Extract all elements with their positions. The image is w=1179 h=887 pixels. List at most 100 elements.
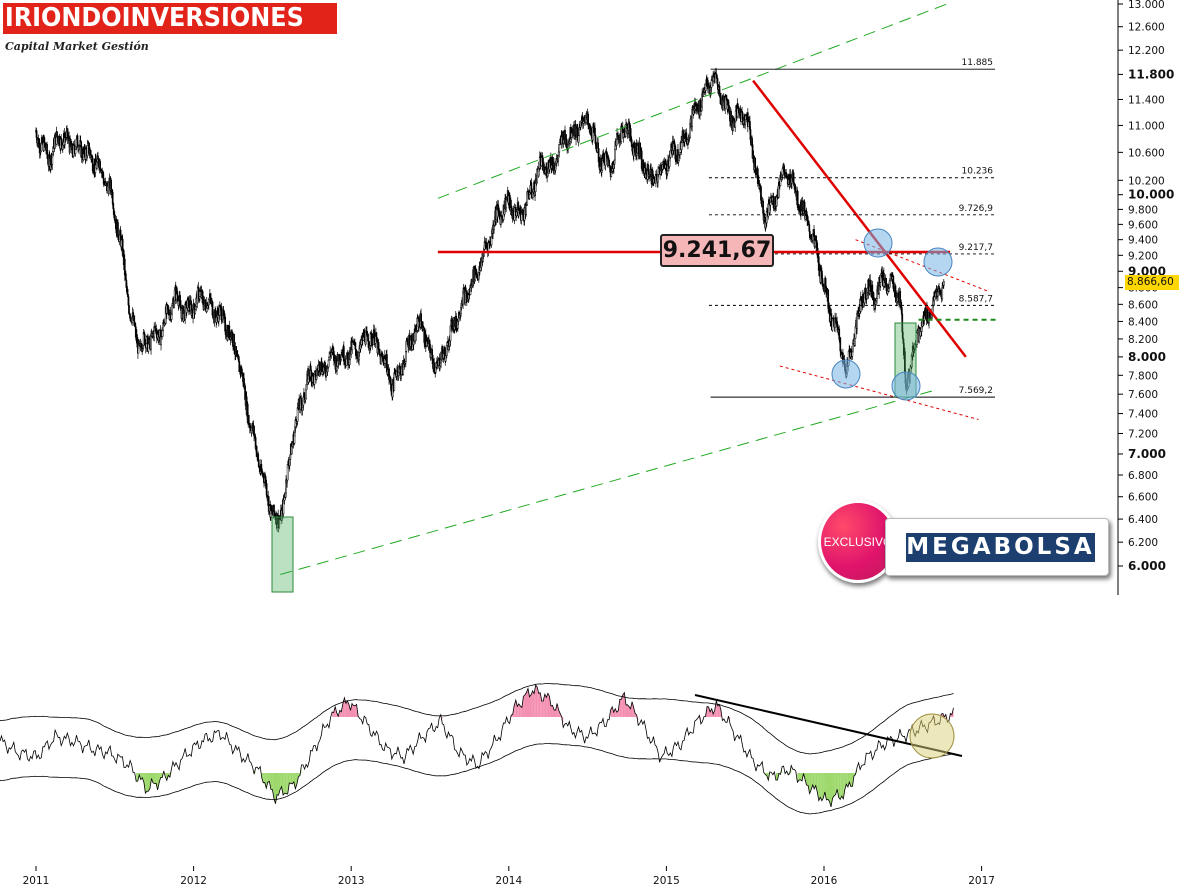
candle-body <box>942 281 945 286</box>
candle-body <box>265 483 268 496</box>
oscillator-oversold-fill <box>267 773 270 783</box>
oscillator-oversold-fill <box>840 773 842 800</box>
candle-body <box>60 138 63 146</box>
y-tick-label: 7.800 <box>1128 370 1158 382</box>
oscillator-overbought-fill <box>523 694 525 717</box>
oscillator-overbought-fill <box>353 705 356 717</box>
candle-body <box>941 287 944 300</box>
candle-body <box>128 304 130 314</box>
oscillator-oversold-fill <box>289 773 291 784</box>
megabolsa-logo: MEGABOLSA <box>885 518 1109 576</box>
candle-body <box>404 350 407 363</box>
candle-body <box>193 303 195 310</box>
y-tick-label: 9.200 <box>1128 250 1158 262</box>
oscillator-oversold-fill <box>838 773 841 800</box>
y-tick-label: 13.000 <box>1128 0 1165 11</box>
y-tick-label: 10.600 <box>1128 147 1165 159</box>
x-tick-label: 2016 <box>811 875 838 887</box>
candle-body <box>564 129 566 140</box>
oscillator-oversold-fill <box>277 773 279 796</box>
y-tick-label: 8.000 <box>1128 350 1166 364</box>
candle-body <box>525 204 527 215</box>
y-tick-label: 6.600 <box>1128 492 1158 504</box>
candle-body <box>147 343 150 352</box>
trendline-lower-red-dotted <box>779 365 979 420</box>
oscillator-overbought-fill <box>538 692 541 717</box>
oscillator-overbought-fill <box>541 700 544 717</box>
candle-body <box>273 504 275 513</box>
oscillator-oversold-fill <box>145 773 147 794</box>
fib-level-label: 10.236 <box>962 167 994 177</box>
oscillator-oversold-fill <box>154 773 157 784</box>
fib-level-label: 9.217,7 <box>959 243 993 253</box>
candle-body <box>614 148 616 161</box>
y-tick-label: 6.400 <box>1128 514 1158 526</box>
price-callout: 9.241,67 <box>660 234 774 267</box>
pivot-circle <box>923 247 953 277</box>
oscillator-oversold-fill <box>826 773 828 800</box>
pivot-circle <box>891 371 921 401</box>
candle-body <box>854 337 856 346</box>
oscillator-overbought-fill <box>532 690 535 717</box>
oscillator-oversold-fill <box>806 773 809 786</box>
oscillator-oversold-fill <box>820 773 822 801</box>
candle-body <box>781 168 784 176</box>
candle-body <box>86 144 89 156</box>
candle-body <box>194 309 197 315</box>
candle-body <box>52 148 55 152</box>
y-tick-label: 7.200 <box>1128 428 1158 440</box>
oscillator-upper-band <box>0 683 954 755</box>
candle-body <box>839 337 842 352</box>
brand-name: IRIONDOINVERSIONES <box>4 3 304 33</box>
candle-body <box>74 149 77 155</box>
candle-body <box>937 291 939 297</box>
oscillator-oversold-fill <box>284 773 287 794</box>
candle-body <box>257 453 260 461</box>
y-tick-label: 9.600 <box>1128 219 1158 231</box>
oscillator-oversold-fill <box>798 773 801 781</box>
oscillator-overbought-fill <box>625 704 628 717</box>
y-axis: 13.000 12.600 12.200 11.800 11.400 11.000 10.6… <box>1117 0 1174 595</box>
y-tick-label: 6.000 <box>1128 559 1166 573</box>
candle-body <box>674 145 677 160</box>
x-tick-label: 2011 <box>23 875 50 887</box>
fib-level-label: 7.569,2 <box>959 386 993 396</box>
fib-level-label: 11.885 <box>962 58 994 68</box>
candle-body <box>96 161 98 169</box>
y-tick-label: 11.400 <box>1128 94 1165 106</box>
candle-body <box>237 354 240 360</box>
x-tick-label: 2012 <box>180 875 207 887</box>
oscillator-overbought-fill <box>529 694 532 717</box>
oscillator-overbought-fill <box>544 694 547 717</box>
x-tick-label: 2017 <box>968 875 995 887</box>
x-tick-label: 2013 <box>338 875 365 887</box>
oscillator-oversold-fill <box>827 773 830 802</box>
oscillator-oversold-fill <box>136 773 138 782</box>
oscillator-overbought-fill <box>619 699 622 717</box>
candle-body <box>883 272 885 281</box>
candle-body <box>393 372 396 391</box>
y-tick-label: 9.400 <box>1128 235 1158 247</box>
y-tick-label: 7.600 <box>1128 389 1158 401</box>
candle-body <box>587 113 589 125</box>
oscillator-oversold-fill <box>270 773 273 790</box>
oscillator-oversold-fill <box>290 773 293 784</box>
candle-body <box>594 127 596 136</box>
candle-body <box>233 333 235 350</box>
oscillator-oversold-fill <box>821 773 824 801</box>
candle-body <box>305 389 307 399</box>
oscillator-oversold-fill <box>832 773 835 799</box>
y-tick-label: 10.200 <box>1128 175 1165 187</box>
oscillator-overbought-fill <box>707 706 709 717</box>
trendline-upper-channel <box>437 3 948 199</box>
candle-body <box>916 332 918 345</box>
bottom-highlight-box <box>271 516 294 593</box>
oscillator-oversold-fill <box>775 773 778 781</box>
candle-body <box>99 160 101 170</box>
oscillator-oversold-fill <box>834 773 836 796</box>
y-tick-label: 8.600 <box>1128 299 1158 311</box>
oscillator-oversold-fill <box>146 773 149 792</box>
y-tick-label: 10.000 <box>1128 188 1174 202</box>
y-tick-label: 9.800 <box>1128 204 1158 216</box>
y-tick-label: 7.400 <box>1128 409 1158 421</box>
